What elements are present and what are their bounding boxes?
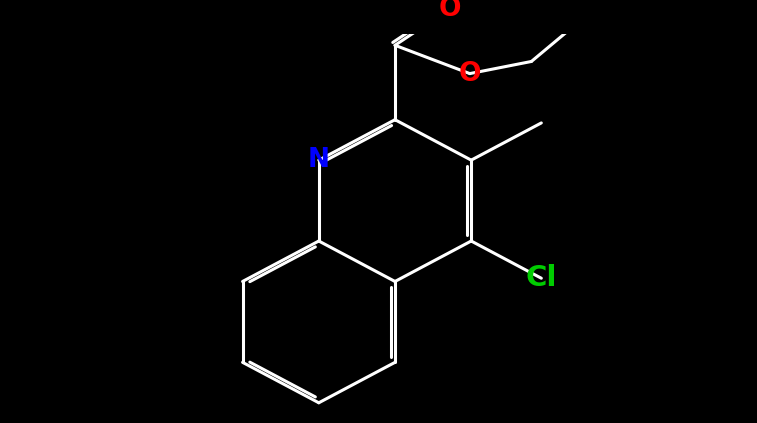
- Text: O: O: [438, 0, 461, 22]
- Text: N: N: [308, 147, 330, 173]
- Text: Cl: Cl: [525, 264, 557, 292]
- Text: O: O: [459, 60, 481, 87]
